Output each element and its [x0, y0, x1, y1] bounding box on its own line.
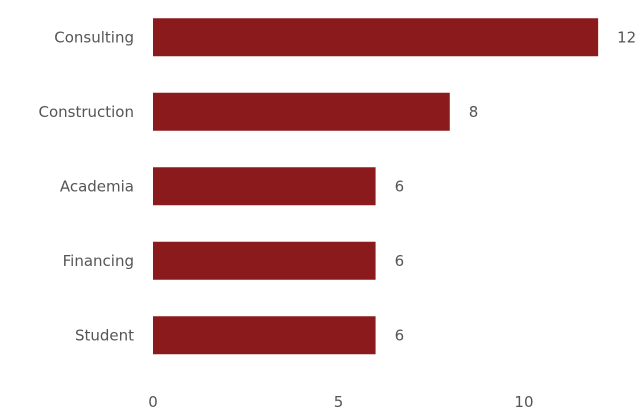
data-label-consulting: 12 — [617, 28, 636, 46]
bar-consulting — [153, 18, 599, 57]
data-label-construction: 8 — [469, 103, 479, 121]
bar-financing — [153, 241, 376, 280]
category-label-consulting: Consulting — [54, 28, 134, 46]
data-label-financing: 6 — [395, 252, 405, 270]
category-labels-group: Consulting Construction Academia Financing S… — [38, 28, 134, 344]
x-tick-label-10: 10 — [514, 393, 533, 411]
category-label-student: Student — [75, 326, 134, 344]
category-label-academia: Academia — [60, 177, 134, 195]
category-label-construction: Construction — [38, 103, 134, 121]
data-labels-group: 12 8 6 6 6 — [395, 28, 637, 344]
x-tick-label-0: 0 — [148, 393, 158, 411]
bar-construction — [153, 92, 450, 131]
x-tick-label-5: 5 — [334, 393, 344, 411]
bars-group — [153, 18, 599, 355]
bar-student — [153, 316, 376, 355]
bar-academia — [153, 167, 376, 206]
data-label-academia: 6 — [395, 177, 405, 195]
data-label-student: 6 — [395, 326, 405, 344]
x-axis-ticks-group: 0 5 10 — [148, 393, 533, 411]
category-label-financing: Financing — [63, 252, 134, 270]
